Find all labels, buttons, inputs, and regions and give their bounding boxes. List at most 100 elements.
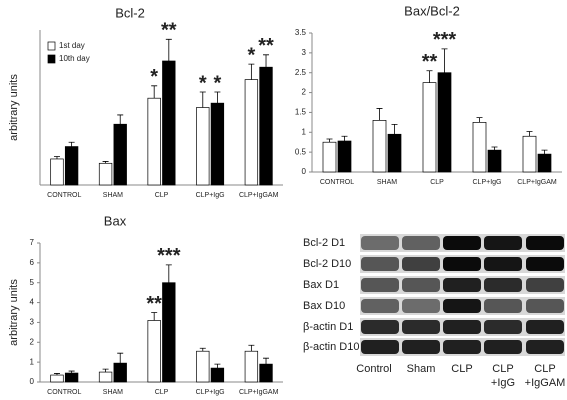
bar [50,374,64,383]
bar [244,350,259,383]
x-tick-label: CLP+IgG [196,389,225,396]
error-bar [248,344,255,352]
significance-mark: * [150,66,158,88]
error-bar [53,156,60,159]
significance-mark: * [247,44,255,66]
blot-band [526,299,564,313]
error-bar [68,141,75,147]
error-bar [491,146,498,151]
significance-mark: *** [433,29,457,51]
y-tick-label: 1 [302,127,307,136]
error-bar [426,70,433,83]
blot-band [361,236,399,250]
bar [113,123,127,186]
y-tick-label: 2 [302,88,307,97]
blot-band [443,236,481,250]
blot-column-label: CLP [451,363,472,375]
significance-mark: ** [258,35,274,57]
y-tick-label: 7 [30,238,35,247]
bar [147,97,161,186]
error-bar [199,91,206,108]
blot-column-label: +IgG [491,377,515,389]
y-axis-label: arbitrary units [8,279,20,346]
bar [50,158,64,186]
blot-band [443,257,481,271]
bar [64,146,79,186]
significance-mark: ** [422,51,438,73]
bar [210,367,225,383]
blot-band [526,236,564,250]
y-tick-label: 2 [30,337,35,346]
error-bar [391,123,398,135]
blot-row-label: Bax D10 [303,300,345,312]
bar [162,282,176,383]
y-tick-label: 3 [30,318,35,327]
y-tick-label: 6 [30,258,35,267]
y-tick-label: 3 [302,48,307,57]
significance-mark: * [199,72,207,94]
error-bar [326,138,333,143]
x-tick-label: SHAM [377,179,397,186]
error-bar [165,264,172,283]
blot-band [484,299,522,313]
error-bar [102,368,109,373]
blot-band [402,257,440,271]
legend-label: 1st day [59,41,85,50]
blot-band [526,320,564,334]
legend-swatch [47,54,56,64]
chart-title: Bax/Bcl-2 [404,3,460,18]
error-bar [151,85,158,99]
blot-band [402,320,440,334]
blot-row-label: Bcl-2 D1 [303,237,345,249]
bar [147,320,161,383]
bar [537,153,552,173]
y-tick-label: 0 [30,377,35,386]
error-bar [165,38,172,61]
error-bar [341,135,348,142]
y-tick-label: 5 [30,278,35,287]
blot-column-label: Sham [407,363,436,375]
error-bar [151,312,158,321]
x-tick-label: CLP+IgG [473,179,502,186]
blot-band [361,257,399,271]
y-tick-label: 4 [30,298,35,307]
x-tick-label: SHAM [103,389,123,396]
blot-band [443,299,481,313]
x-tick-label: CLP+IgGAM [517,179,557,186]
blot-band [361,278,399,292]
bar [259,66,273,186]
blot-column-label: Control [356,363,391,375]
blot-band [526,278,564,292]
blot-band [484,340,522,354]
y-tick-label: 1.5 [295,108,307,117]
blot-band [484,320,522,334]
x-tick-label: CLP+IgGAM [239,192,279,199]
error-bar [263,357,270,365]
x-tick-label: CLP [155,389,169,396]
bar [64,372,79,383]
error-bar [199,347,206,352]
blot-band [361,340,399,354]
y-tick-label: 1 [30,357,35,366]
bar [522,135,537,173]
bar [337,140,352,173]
chart-title: Bcl-2 [115,5,145,20]
blot-column-label: CLP [534,363,555,375]
blot-band [443,278,481,292]
error-bar [117,352,124,364]
error-bar [476,117,483,123]
bar [422,82,437,173]
x-tick-label: SHAM [103,192,123,199]
chart-title: Bax [104,213,127,228]
bar [472,122,487,173]
blot-column-label: CLP [492,363,513,375]
blot-band [526,340,564,354]
bar [259,363,273,383]
y-axis-label: arbitrary units [8,74,20,141]
error-bar [102,161,109,164]
y-tick-label: 2.5 [295,68,307,77]
x-tick-label: CLP [430,179,444,186]
blot-band [443,320,481,334]
blot-band [484,236,522,250]
